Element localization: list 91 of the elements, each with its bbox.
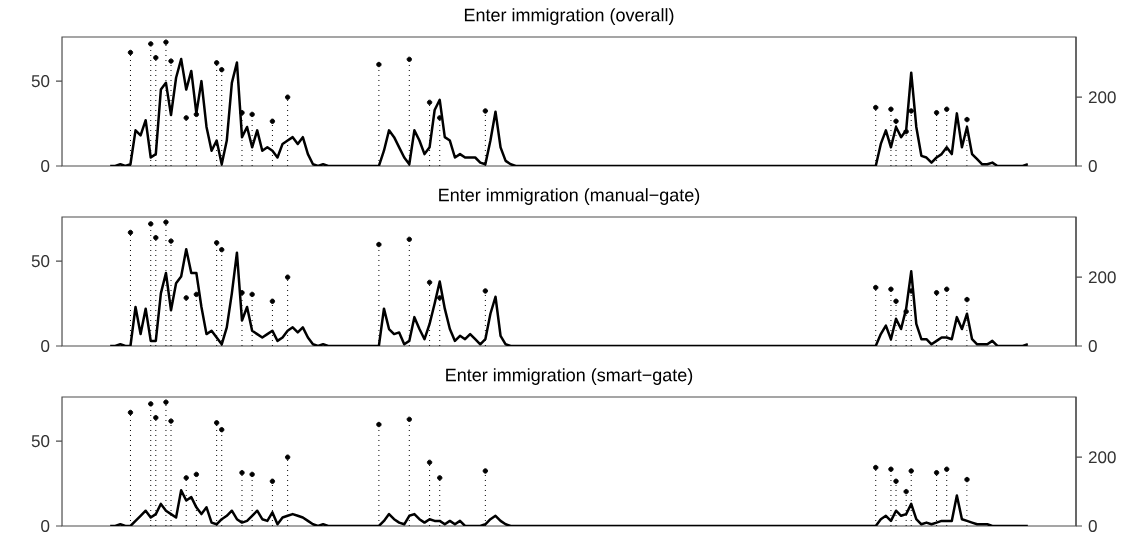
point — [908, 108, 914, 114]
chart-title: Enter immigration (manual−gate) — [439, 188, 700, 205]
point — [269, 118, 276, 124]
point — [183, 295, 189, 301]
point — [426, 99, 433, 106]
point — [249, 291, 255, 298]
point — [213, 240, 220, 246]
point — [249, 471, 255, 478]
point — [482, 108, 489, 114]
point — [163, 39, 169, 45]
point — [148, 401, 154, 407]
point — [213, 420, 220, 426]
y2-tick-label: 0 — [1088, 159, 1097, 172]
point — [964, 116, 970, 123]
point — [903, 128, 909, 135]
point — [944, 286, 950, 292]
point — [944, 106, 950, 112]
point — [213, 60, 220, 66]
point — [153, 414, 159, 421]
point — [153, 234, 159, 241]
point — [437, 115, 443, 121]
point — [219, 246, 225, 253]
point — [933, 109, 940, 116]
point — [944, 466, 950, 472]
point — [219, 66, 225, 73]
point — [873, 464, 879, 471]
point — [193, 111, 200, 118]
point — [888, 466, 894, 472]
point — [873, 104, 879, 111]
point — [964, 476, 970, 483]
point — [239, 109, 245, 116]
point — [888, 106, 894, 112]
point — [269, 298, 276, 304]
y2-tick-label: 200 — [1088, 271, 1116, 284]
y-tick-label: 50 — [31, 75, 50, 88]
point — [148, 41, 154, 47]
point — [426, 459, 433, 466]
point — [168, 238, 174, 244]
point — [437, 475, 443, 481]
point — [219, 426, 225, 433]
point — [908, 468, 914, 474]
point — [893, 478, 899, 484]
point — [482, 468, 489, 474]
point — [376, 61, 382, 68]
y2-tick-label: 0 — [1088, 339, 1097, 352]
point — [284, 94, 291, 100]
point — [406, 416, 412, 423]
point — [163, 219, 169, 225]
point — [376, 241, 382, 248]
point — [249, 111, 255, 118]
point — [426, 279, 433, 286]
point — [406, 236, 412, 243]
point — [284, 454, 291, 460]
point — [893, 118, 899, 124]
y-tick-label: 0 — [41, 519, 50, 532]
y2-tick-label: 200 — [1088, 451, 1116, 464]
point — [127, 49, 134, 56]
point — [903, 488, 909, 495]
y2-tick-label: 200 — [1088, 91, 1116, 104]
point — [964, 296, 970, 303]
point — [888, 286, 894, 292]
point — [183, 115, 189, 121]
point — [239, 469, 245, 476]
y-tick-label: 0 — [41, 159, 50, 172]
chart-title: Enter immigration (overall) — [464, 8, 674, 25]
point — [376, 421, 382, 428]
point — [284, 274, 291, 280]
point — [193, 471, 200, 478]
point — [148, 221, 154, 227]
point — [153, 54, 159, 61]
point — [168, 58, 174, 64]
point — [933, 289, 940, 296]
point — [406, 56, 412, 63]
y2-tick-label: 0 — [1088, 519, 1097, 532]
point — [183, 475, 189, 481]
point — [193, 291, 200, 298]
point — [903, 308, 909, 315]
point — [933, 469, 940, 476]
y-tick-label: 0 — [41, 339, 50, 352]
y-tick-label: 50 — [31, 435, 50, 448]
point — [269, 478, 276, 484]
point — [873, 284, 879, 291]
point — [482, 288, 489, 294]
point — [127, 409, 134, 416]
point — [437, 295, 443, 301]
point — [168, 418, 174, 424]
point — [127, 229, 134, 236]
point — [893, 298, 899, 304]
chart-title: Enter immigration (smart−gate) — [446, 368, 693, 385]
point — [163, 399, 169, 405]
y-tick-label: 50 — [31, 255, 50, 268]
